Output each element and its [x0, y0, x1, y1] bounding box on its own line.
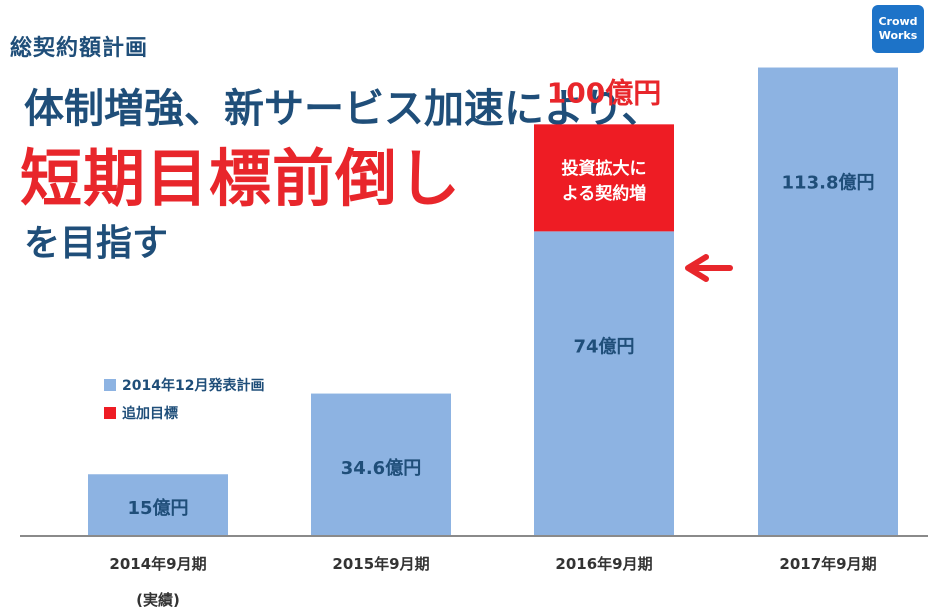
- segment-label-line-2: よる契約増: [562, 183, 647, 204]
- headline-line3: を目指す: [24, 223, 169, 264]
- bar-plan-3: [534, 231, 674, 536]
- bar-additional-3: [534, 124, 674, 232]
- logo-text-line2: Works: [878, 29, 918, 42]
- chart-legend: 2014年12月発表計画 追加目標: [104, 371, 264, 427]
- bar-plan-1: [88, 474, 228, 536]
- x-tick-label-3: 2016年9月期: [555, 555, 652, 573]
- crowdworks-logo: Crowd Works: [872, 5, 924, 53]
- total-label-3: 100億円: [547, 76, 661, 109]
- legend-item-additional: 追加目標: [104, 399, 264, 427]
- x-tick-sublabel-1: (実績): [136, 591, 180, 609]
- x-axis-labels: 2014年9月期 (実績) 2015年9月期 2016年9月期 2017年9月期: [109, 555, 876, 609]
- legend-label-plan: 2014年12月発表計画: [122, 378, 265, 394]
- bar-plan-2: [311, 393, 451, 536]
- x-tick-label-2: 2015年9月期: [332, 555, 429, 573]
- legend-item-plan: 2014年12月発表計画: [104, 371, 264, 399]
- segment-label-line-1: 投資拡大に: [562, 158, 647, 179]
- logo-text-line1: Crowd: [878, 15, 918, 28]
- chart-bars: [88, 67, 898, 537]
- data-label-4: 113.8億円: [782, 172, 875, 194]
- legend-swatch-plan: [104, 379, 116, 391]
- headline-line2: 短期目標前倒し: [20, 142, 462, 215]
- data-label-3: 74億円: [573, 335, 634, 357]
- bar-plan-4: [758, 67, 898, 537]
- x-tick-label-1: 2014年9月期: [109, 555, 206, 573]
- legend-label-additional: 追加目標: [122, 406, 178, 422]
- data-label-1: 15億円: [127, 497, 188, 519]
- section-title: 総契約額計画: [10, 36, 149, 61]
- left-arrow-icon: [685, 254, 733, 282]
- legend-swatch-additional: [104, 407, 116, 419]
- x-tick-label-4: 2017年9月期: [779, 555, 876, 573]
- data-label-2: 34.6億円: [341, 457, 421, 479]
